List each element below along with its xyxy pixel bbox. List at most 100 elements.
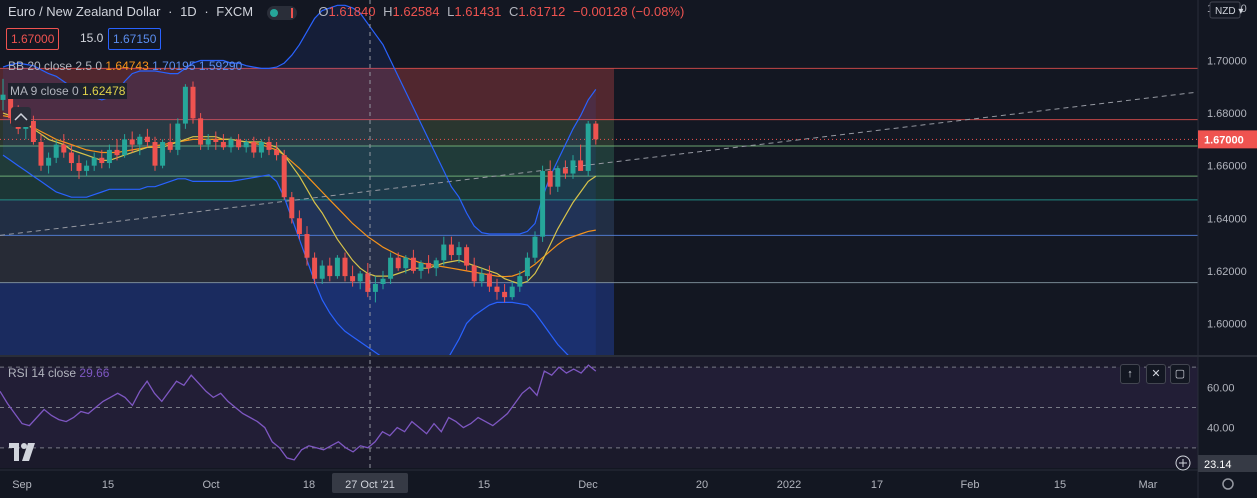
candle-body	[319, 265, 325, 279]
candle-body	[236, 139, 242, 148]
bb-legend[interactable]: BB 20 close 2.5 0 1.64743 1.70195 1.5929…	[8, 59, 242, 73]
rsi-pane-background	[0, 357, 1198, 468]
bb-title: BB 20 close 2.5 0	[8, 59, 103, 73]
candle-body	[220, 142, 226, 148]
candle-body	[395, 257, 401, 269]
rsi-legend[interactable]: RSI 14 close 29.66	[8, 366, 109, 380]
tradingview-logo	[9, 443, 35, 461]
bb-upper-line	[2, 4, 597, 235]
candle-body	[137, 136, 143, 145]
collapse-legend-button[interactable]	[11, 107, 31, 127]
candle-body	[479, 273, 485, 282]
time-tick-label: Oct	[202, 479, 219, 491]
bb-basis-value: 1.64743	[105, 59, 149, 73]
time-tick-label: Mar	[1139, 479, 1158, 491]
market-status-icon[interactable]	[266, 5, 297, 20]
candle-body	[68, 152, 74, 164]
candle-body	[91, 157, 97, 166]
candle-body	[486, 273, 492, 287]
add-icon-plus	[1179, 459, 1187, 467]
candle-body	[84, 165, 90, 171]
add-icon[interactable]	[1175, 455, 1191, 471]
candle-body	[182, 86, 188, 124]
logo-part	[22, 443, 35, 461]
buy-button[interactable]: 1.67150	[108, 28, 162, 50]
logo-part	[9, 443, 19, 461]
candle-body	[144, 136, 150, 142]
candle-body	[243, 142, 249, 148]
bb-band-fill	[3, 5, 596, 377]
candle-body	[365, 273, 371, 292]
pane-close-button[interactable]: ✕	[1146, 364, 1166, 384]
candle-body	[289, 197, 295, 219]
price-label: 1.67000	[1204, 134, 1244, 146]
candle-body	[213, 139, 219, 142]
bb-lower-line	[2, 154, 597, 377]
crosshair-date-box	[332, 473, 408, 493]
candle-body	[426, 262, 432, 269]
candle-body	[350, 276, 356, 282]
candle-body	[8, 94, 14, 119]
candle-body	[304, 234, 310, 258]
logo-part	[21, 443, 27, 449]
candle-body	[494, 286, 500, 292]
candle-body	[327, 265, 333, 277]
candle-body	[152, 142, 158, 166]
candle-body	[312, 257, 318, 279]
candle-body	[46, 157, 52, 166]
candle-body	[129, 139, 135, 145]
candle-body	[372, 284, 378, 292]
candle-body	[258, 142, 264, 153]
candle-body	[441, 244, 447, 261]
price-tick-label: 1.64000	[1207, 213, 1247, 225]
low-value: 1.61431	[454, 4, 502, 19]
candle-body	[228, 139, 234, 148]
settings-icon[interactable]	[1222, 478, 1234, 490]
candle-body	[357, 273, 363, 282]
candle-body	[562, 168, 568, 174]
bb-lower-value: 1.59290	[198, 59, 243, 73]
candle-body	[99, 157, 105, 164]
candle-body	[106, 149, 112, 164]
candle-body	[266, 142, 272, 150]
chevron-up-icon	[14, 112, 28, 121]
candle-body	[448, 244, 454, 256]
open-value: 1.61840	[328, 4, 376, 19]
candle-body	[167, 142, 173, 150]
price-tick-label: 1.62000	[1207, 266, 1247, 278]
time-tick-label: 20	[696, 479, 708, 491]
change-value: −0.00128 (−0.08%)	[573, 4, 685, 19]
time-tick-label: 18	[303, 479, 315, 491]
rsi-line	[0, 364, 597, 461]
sell-button[interactable]: 1.67000	[6, 28, 60, 50]
time-tick-label: Sep	[12, 479, 32, 491]
rsi-value: 29.66	[79, 366, 110, 380]
spread-value: 15.0	[80, 31, 104, 45]
currency-label[interactable]: NZD ▾	[1215, 6, 1243, 17]
candle-body	[38, 142, 44, 166]
rsi-band-fill	[0, 367, 1198, 448]
candle-body	[76, 163, 82, 171]
time-tick-label: Dec	[578, 479, 598, 491]
candle-body	[30, 120, 36, 142]
data-source: FXCM	[216, 4, 254, 19]
price-tick-label: 1.70000	[1207, 55, 1247, 67]
candle-body	[175, 123, 181, 150]
candle-body	[380, 278, 386, 284]
price-tick-label: 1.60000	[1207, 318, 1247, 330]
candle-body	[403, 257, 409, 269]
ma-legend[interactable]: MA 9 close 0 1.62478	[8, 83, 128, 99]
rsi-cursor-value: 23.14	[1204, 459, 1232, 471]
time-tick-label: 15	[1054, 479, 1066, 491]
pane-up-button[interactable]: ↑	[1120, 364, 1140, 384]
candle-body	[61, 144, 67, 153]
interval[interactable]: 1D	[180, 4, 197, 19]
symbol-name[interactable]: Euro / New Zealand Dollar	[8, 4, 161, 19]
candle-body	[585, 123, 591, 171]
price-tick-label: 1.68000	[1207, 108, 1247, 120]
pane-maximize-button[interactable]: ▢	[1170, 364, 1190, 384]
rsi-tick-label: 40.00	[1207, 423, 1235, 435]
candle-body	[578, 160, 584, 171]
candle-body	[205, 139, 211, 145]
